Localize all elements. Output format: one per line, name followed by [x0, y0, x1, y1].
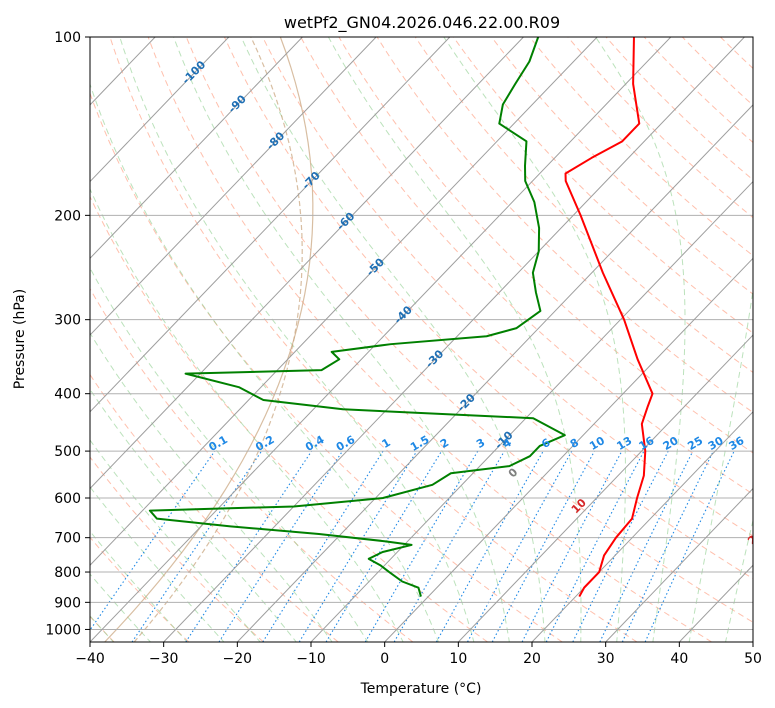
- mixing-ratio-line: [467, 450, 573, 642]
- mixing-ratio-line: [644, 450, 735, 642]
- dry-adiabat-line: [185, 37, 753, 623]
- moist-adiabat-line: [90, 332, 333, 642]
- x-tick-label: 50: [744, 651, 762, 667]
- dry-adiabat-line: [223, 37, 753, 580]
- mixing-ratio-line: [262, 450, 384, 642]
- dry-adiabat-line: [262, 37, 753, 537]
- mixing-ratio-line: [298, 450, 418, 642]
- moist-adiabat-line: [725, 518, 753, 642]
- moist-adiabat-line: [90, 82, 440, 642]
- x-tick-label: −10: [296, 651, 326, 667]
- dry-adiabat-line: [109, 37, 638, 642]
- moist-adiabat-line: [173, 37, 510, 642]
- isotherm-line: [310, 180, 753, 642]
- moist-adiabat-line: [595, 37, 686, 642]
- x-axis-label: Temperature (°C): [360, 681, 482, 697]
- isotherm-line: [90, 37, 451, 413]
- y-tick-label: 400: [54, 387, 81, 403]
- dry-adiabat-line: [529, 37, 753, 257]
- x-tick-label: 30: [597, 651, 615, 667]
- dry-adiabat-line: [300, 37, 753, 495]
- isotherm-line: [90, 37, 598, 566]
- dry-adiabat-line: [90, 287, 414, 642]
- moist-adiabat-line: [90, 267, 369, 642]
- y-tick-label: 100: [54, 30, 81, 46]
- y-tick-label: 800: [54, 565, 81, 581]
- isotherm-line: [90, 37, 230, 183]
- x-tick-label: −30: [149, 651, 179, 667]
- moist-adiabat-line: [119, 37, 475, 642]
- isotherm-line: [236, 104, 753, 642]
- y-tick-label: 600: [54, 491, 81, 507]
- isotherm-line: [384, 257, 753, 642]
- isotherm-line: [457, 334, 753, 642]
- isotherm-line: [605, 487, 753, 642]
- moist-adiabat-line: [688, 286, 753, 642]
- dewpoint-profile-line: [148, 37, 566, 597]
- y-tick-label: 900: [54, 595, 81, 611]
- y-tick-label: 1000: [45, 622, 81, 638]
- x-tick-label: −20: [223, 651, 253, 667]
- mixing-ratio-line: [435, 450, 544, 642]
- mixing-ratio-line: [393, 450, 505, 642]
- chart-title: wetPf2_GN04.2026.046.22.00.R09: [284, 13, 560, 33]
- dry-adiabat-line: [147, 37, 712, 642]
- mixing-ratio-line: [218, 450, 343, 642]
- mixing-ratio-line: [621, 450, 714, 642]
- mixing-ratio-line: [599, 450, 694, 642]
- dry-adiabat-line: [452, 37, 753, 334]
- dry-adiabat-line: [414, 37, 753, 374]
- mixing-ratio-line: [491, 450, 595, 642]
- dry-adiabat-line: [90, 456, 264, 642]
- dry-adiabat-line: [90, 373, 339, 642]
- isotherm-line: [90, 37, 524, 490]
- x-tick-label: 40: [670, 651, 688, 667]
- brown-guide-curve: [133, 37, 303, 642]
- y-tick-label: 700: [54, 531, 81, 547]
- moist-adiabat-line: [443, 37, 626, 642]
- isotherm-line: [90, 37, 377, 336]
- axes: −40 −30 −20 −10 0 10 20 30 40 50 100 200 300 400 500 60…: [45, 30, 762, 667]
- isotherm-line: [531, 411, 753, 642]
- isotherm-line: [90, 37, 303, 260]
- dry-adiabat-label: 20: [745, 527, 765, 547]
- x-tick-label: 20: [523, 651, 541, 667]
- mixing-ratio-line: [364, 450, 479, 642]
- dry-adiabat-line: [567, 37, 753, 219]
- temperature-profile-line: [564, 37, 654, 598]
- isotherm-line: [90, 37, 672, 642]
- moist-adiabat-line: [327, 37, 582, 642]
- mixing-ratio-line: [131, 450, 263, 642]
- x-tick-label: −40: [75, 651, 105, 667]
- dry-adiabat-line: [605, 37, 753, 181]
- y-tick-label: 500: [54, 444, 81, 460]
- moist-adiabat-line: [90, 439, 261, 642]
- x-tick-label: 10: [449, 651, 467, 667]
- plot-area: -100-90-80-70-60-50-40-30-20-100.1 0.2 0.4…: [90, 37, 765, 642]
- dry-adiabat-line: [90, 195, 488, 642]
- x-tick-label: 0: [380, 651, 389, 667]
- mixing-ratio-line: [90, 450, 216, 632]
- moist-adiabat-line: [240, 37, 546, 642]
- y-tick-label: 300: [54, 313, 81, 329]
- plot-frame: [89, 36, 754, 643]
- y-axis-label: Pressure (hPa): [12, 289, 28, 389]
- y-tick-label: 200: [54, 208, 81, 224]
- mixing-ratio-line: [325, 450, 443, 642]
